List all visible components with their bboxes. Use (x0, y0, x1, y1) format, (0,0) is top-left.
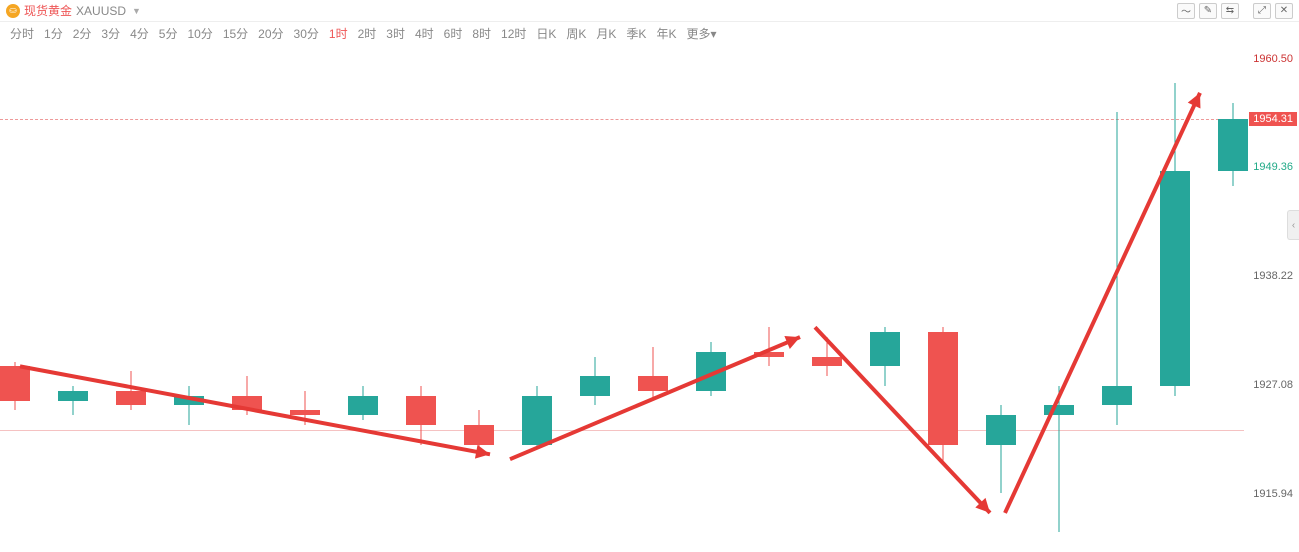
toolbar: 〜✎⇆ ⤢✕ (1177, 3, 1293, 19)
timeframe-8时[interactable]: 8时 (472, 25, 491, 42)
y-axis-label: 1927.08 (1253, 379, 1293, 391)
ticker-code: XAUUSD (76, 4, 126, 18)
candle (1160, 44, 1190, 552)
symbol-group[interactable]: ⛀ 现货黄金 XAUUSD ▼ (6, 2, 141, 19)
timeframe-1分[interactable]: 1分 (44, 25, 63, 42)
y-axis-label: 1915.94 (1253, 488, 1293, 500)
tool-btn-0[interactable]: 〜 (1177, 3, 1195, 19)
candle (754, 44, 784, 552)
timeframe-2分[interactable]: 2分 (73, 25, 92, 42)
tool-btn-3[interactable]: ⤢ (1253, 3, 1271, 19)
expand-panel-tab[interactable]: ‹ (1287, 210, 1299, 240)
candle (290, 44, 320, 552)
candle (812, 44, 842, 552)
price-axis: 1960.50 1949.36 1938.22 1927.08 1915.94 1954.… (1244, 44, 1299, 552)
gold-icon: ⛀ (6, 4, 20, 18)
timeframe-日K[interactable]: 日K (536, 25, 556, 42)
timeframe-more[interactable]: 更多▾ (686, 25, 716, 42)
candle (232, 44, 262, 552)
tool-btn-2[interactable]: ⇆ (1221, 3, 1239, 19)
candle (116, 44, 146, 552)
timeframe-bar: 分时 1分 2分 3分 4分 5分 10分 15分 20分 30分 1时 2时 3时 4时 6时 8时 12时日… (0, 22, 1299, 44)
timeframe-年K[interactable]: 年K (656, 25, 676, 42)
timeframe-2时[interactable]: 2时 (358, 25, 377, 42)
timeframe-6时[interactable]: 6时 (444, 25, 463, 42)
tool-btn-1[interactable]: ✎ (1199, 3, 1217, 19)
timeframe-1时[interactable]: 1时 (329, 25, 348, 42)
chart-header: ⛀ 现货黄金 XAUUSD ▼ 〜✎⇆ ⤢✕ (0, 0, 1299, 22)
timeframe-20分[interactable]: 20分 (258, 25, 283, 42)
candle (174, 44, 204, 552)
candle (1044, 44, 1074, 552)
candle (580, 44, 610, 552)
candle (406, 44, 436, 552)
y-axis-label: 1949.36 (1253, 161, 1293, 173)
candle (464, 44, 494, 552)
y-axis-label: 1960.50 (1253, 53, 1293, 65)
timeframe-10分[interactable]: 10分 (187, 25, 212, 42)
candle (928, 44, 958, 552)
candle (348, 44, 378, 552)
current-price-tag: 1954.31 (1249, 112, 1297, 126)
candle (1102, 44, 1132, 552)
timeframe-分时[interactable]: 分时 (10, 25, 34, 42)
candle (870, 44, 900, 552)
candle (58, 44, 88, 552)
timeframe-3分[interactable]: 3分 (101, 25, 120, 42)
symbol-name: 现货黄金 (24, 2, 72, 19)
chart-canvas[interactable] (0, 44, 1244, 552)
timeframe-周K[interactable]: 周K (566, 25, 586, 42)
timeframe-12时[interactable]: 12时 (501, 25, 526, 42)
timeframe-4分[interactable]: 4分 (130, 25, 149, 42)
tool-btn-4[interactable]: ✕ (1275, 3, 1293, 19)
timeframe-15分[interactable]: 15分 (223, 25, 248, 42)
candle (522, 44, 552, 552)
candle (638, 44, 668, 552)
timeframe-季K[interactable]: 季K (626, 25, 646, 42)
y-axis-label: 1938.22 (1253, 270, 1293, 282)
candle (0, 44, 30, 552)
timeframe-30分[interactable]: 30分 (294, 25, 319, 42)
chevron-down-icon: ▼ (132, 6, 141, 16)
timeframe-3时[interactable]: 3时 (386, 25, 405, 42)
timeframe-月K[interactable]: 月K (596, 25, 616, 42)
timeframe-5分[interactable]: 5分 (159, 25, 178, 42)
candle (986, 44, 1016, 552)
candle (696, 44, 726, 552)
timeframe-4时[interactable]: 4时 (415, 25, 434, 42)
